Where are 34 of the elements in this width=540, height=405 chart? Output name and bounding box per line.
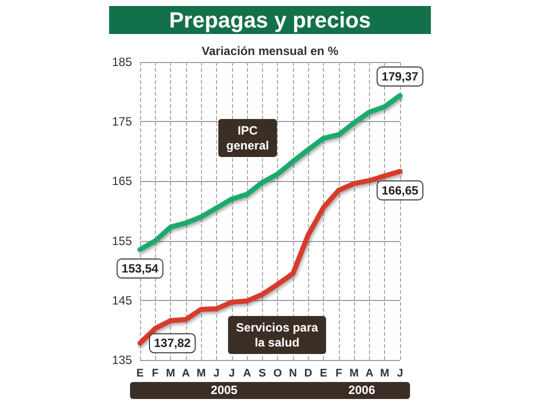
data-label: 137,82 [154,336,192,350]
y-tick-label: 185 [112,55,132,69]
chart-title: Prepagas y precios [169,8,371,32]
x-tick-label: F [335,368,342,380]
text: 2006 [348,383,376,397]
x-tick-label: E [320,368,328,380]
data-label: 166,65 [382,183,419,198]
x-tick-label: M [380,368,390,380]
y-tick-label: 155 [112,234,132,248]
x-tick-label: A [243,368,252,380]
x-tick-label: A [365,368,374,380]
series-label: IPC general [226,124,269,153]
text: 2005 [210,383,238,397]
x-tick-label: A [182,368,190,380]
x-tick-label: J [228,368,235,380]
x-tick-label: M [350,368,359,380]
y-tick-label: 145 [112,293,132,308]
data-label: 153,54 [122,262,159,276]
series-label: Servicios para la salud [236,320,318,350]
chart-subtitle: Variación mensual en % [202,44,339,58]
y-tick-label: 165 [112,174,132,188]
x-tick-label: S [258,368,266,380]
x-tick-label: N [288,368,297,380]
y-tick-label: 135 [112,353,132,367]
x-tick-label: J [213,368,220,380]
x-tick-label: F [152,368,159,380]
data-label: 179,37 [382,70,419,84]
x-tick-label: D [304,368,312,380]
y-tick-label: 175 [112,114,132,129]
x-tick-label: O [273,368,282,380]
x-tick-label: M [166,368,176,380]
x-tick-label: M [196,368,206,380]
x-tick-label: J [396,368,404,380]
x-tick-label: E [136,368,144,380]
